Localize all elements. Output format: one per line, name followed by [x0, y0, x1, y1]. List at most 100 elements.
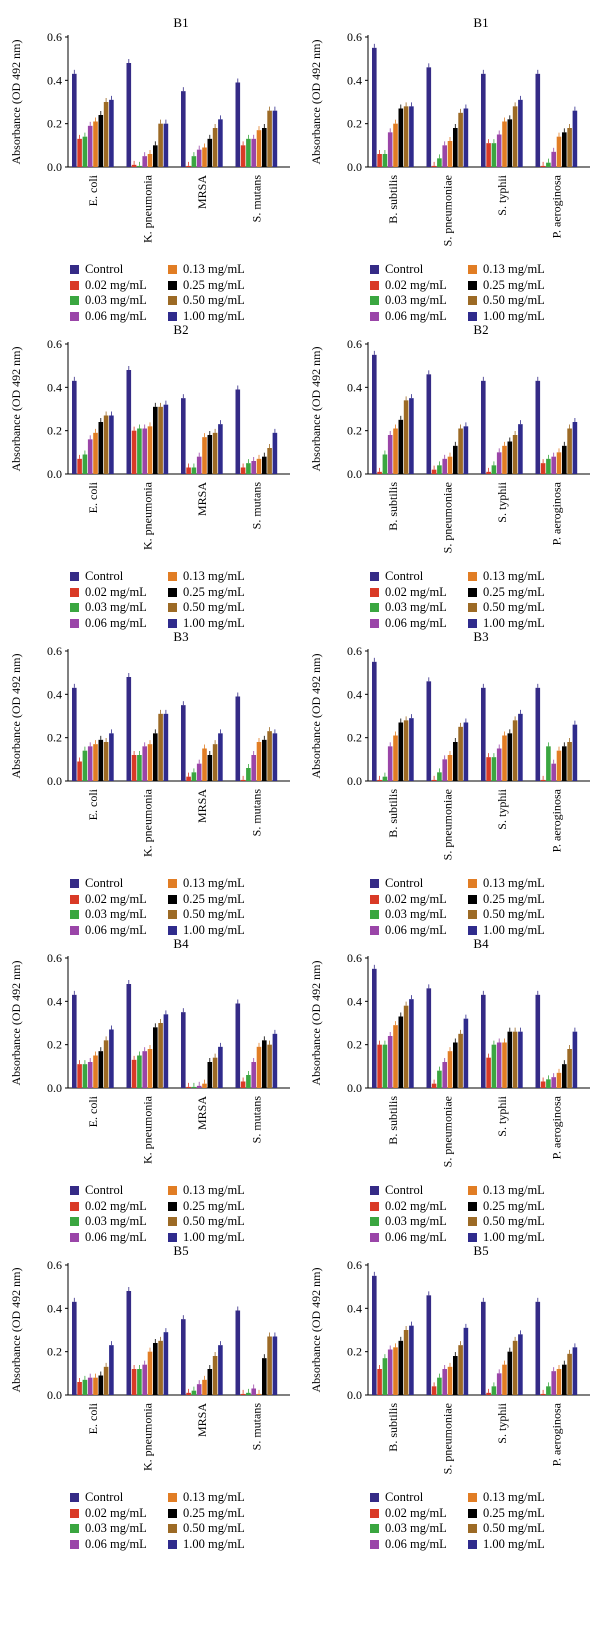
- bar: [196, 456, 202, 474]
- x-tick-label: K. pneumonia: [141, 1095, 155, 1164]
- bar: [382, 1044, 388, 1088]
- bar: [572, 110, 578, 167]
- legend-label: 0.03 mg/mL: [85, 1214, 147, 1228]
- bar: [212, 1057, 218, 1088]
- legend-label: 0.13 mg/mL: [483, 1183, 545, 1197]
- bar: [372, 354, 377, 474]
- legend-item: Control: [70, 876, 123, 890]
- legend-label: 1.00 mg/mL: [183, 1229, 245, 1244]
- bar: [556, 1072, 562, 1088]
- legend-item: 0.06 mg/mL: [70, 616, 147, 630]
- legend-item: 0.50 mg/mL: [468, 907, 545, 921]
- legend-item: 1.00 mg/mL: [168, 1230, 245, 1244]
- x-tick-label: S. pneumoniae: [441, 1403, 455, 1474]
- bar: [181, 91, 186, 167]
- bar: [158, 406, 163, 474]
- legend-item: 0.02 mg/mL: [70, 1506, 147, 1520]
- bar: [103, 742, 109, 781]
- bar: [512, 1031, 518, 1088]
- legend-item: 0.03 mg/mL: [70, 600, 147, 614]
- chart-panel: B2 Absorbance (OD 492 nm) 0.0 0.2 0.4 0.6 B. s…: [300, 307, 600, 630]
- legend-swatch: [468, 1539, 477, 1549]
- legend-item: 0.02 mg/mL: [370, 585, 447, 599]
- bar: [496, 1373, 502, 1395]
- legend-swatch: [370, 1232, 379, 1242]
- x-tick-label: K. pneumonia: [141, 174, 155, 243]
- bar: [109, 733, 114, 781]
- bar: [486, 1057, 491, 1088]
- y-tick-label: 0.2: [347, 424, 362, 438]
- legend-swatch: [468, 910, 477, 919]
- legend-label: 0.03 mg/mL: [385, 1214, 447, 1228]
- bar: [126, 677, 132, 781]
- bar: [137, 165, 142, 167]
- y-tick-label: 0.4: [347, 687, 362, 701]
- legend-swatch: [168, 618, 177, 628]
- x-tick-label: S. typhii: [495, 1402, 509, 1443]
- bar: [507, 1031, 513, 1088]
- bar: [158, 123, 163, 167]
- bar: [191, 1086, 197, 1088]
- bar: [267, 448, 272, 474]
- legend-item: Control: [70, 262, 123, 276]
- legend-swatch: [168, 572, 177, 581]
- bar: [562, 746, 567, 781]
- bar: [251, 138, 256, 167]
- bar: [196, 149, 202, 167]
- bar: [398, 1340, 404, 1395]
- bar: [87, 439, 93, 474]
- bar: [246, 138, 251, 167]
- bar: [491, 1386, 497, 1395]
- bar: [398, 1016, 404, 1088]
- y-tick-label: 0.0: [47, 774, 62, 788]
- legend-label: Control: [85, 262, 124, 276]
- legend-label: 1.00 mg/mL: [183, 1536, 245, 1551]
- bar: [382, 454, 388, 474]
- bar: [463, 108, 469, 167]
- bar: [403, 1330, 409, 1395]
- bar: [137, 1055, 142, 1088]
- bar: [202, 147, 207, 167]
- legend-label: 0.03 mg/mL: [385, 907, 447, 921]
- bar: [372, 1275, 377, 1395]
- bar: [103, 102, 109, 167]
- bar: [153, 1027, 158, 1088]
- legend-swatch: [168, 879, 177, 888]
- y-tick-label: 0.0: [47, 467, 62, 481]
- bar: [137, 1369, 142, 1395]
- x-tick-label: S. typhii: [495, 481, 509, 522]
- legend-label: 0.25 mg/mL: [483, 1505, 545, 1520]
- bar-chart: B2 Absorbance (OD 492 nm) 0.0 0.2 0.4 0.6 E. c…: [9, 322, 290, 550]
- legend-swatch: [168, 1201, 177, 1211]
- legend-swatch: [468, 311, 477, 321]
- legend-swatch: [168, 1186, 177, 1195]
- legend-label: 0.25 mg/mL: [183, 584, 245, 599]
- x-tick-label: E. coli: [86, 1095, 100, 1127]
- bar: [272, 1336, 278, 1395]
- bar: [426, 681, 432, 781]
- legend-swatch: [468, 1232, 477, 1242]
- legend-label: Control: [385, 262, 424, 276]
- bar: [235, 696, 241, 781]
- legend-label: 0.13 mg/mL: [483, 569, 545, 583]
- bar: [240, 467, 246, 474]
- legend-label: 0.25 mg/mL: [183, 1198, 245, 1213]
- x-tick-label: E. coli: [86, 481, 100, 513]
- bar: [507, 1351, 513, 1395]
- chart-panel: B5 Absorbance (OD 492 nm) 0.0 0.2 0.4 0.6 B. s…: [300, 1228, 600, 1551]
- bar: [535, 380, 541, 474]
- bar: [191, 467, 197, 474]
- bar: [202, 1379, 207, 1395]
- chart-panel: B3 Absorbance (OD 492 nm) 0.0 0.2 0.4 0.6 B. s…: [300, 614, 600, 937]
- legend-swatch: [468, 1201, 477, 1211]
- legend-label: 0.13 mg/mL: [483, 262, 545, 276]
- bar-chart: B2 Absorbance (OD 492 nm) 0.0 0.2 0.4 0.6 B. s…: [309, 322, 590, 553]
- legend-swatch: [370, 910, 379, 919]
- y-tick-label: 0.6: [347, 337, 362, 351]
- x-tick-label: MRSA: [195, 1096, 209, 1130]
- bar: [163, 123, 169, 167]
- bar: [556, 1369, 562, 1395]
- legend-item: Control: [370, 262, 423, 276]
- bar: [131, 430, 137, 474]
- bar: [572, 1031, 578, 1088]
